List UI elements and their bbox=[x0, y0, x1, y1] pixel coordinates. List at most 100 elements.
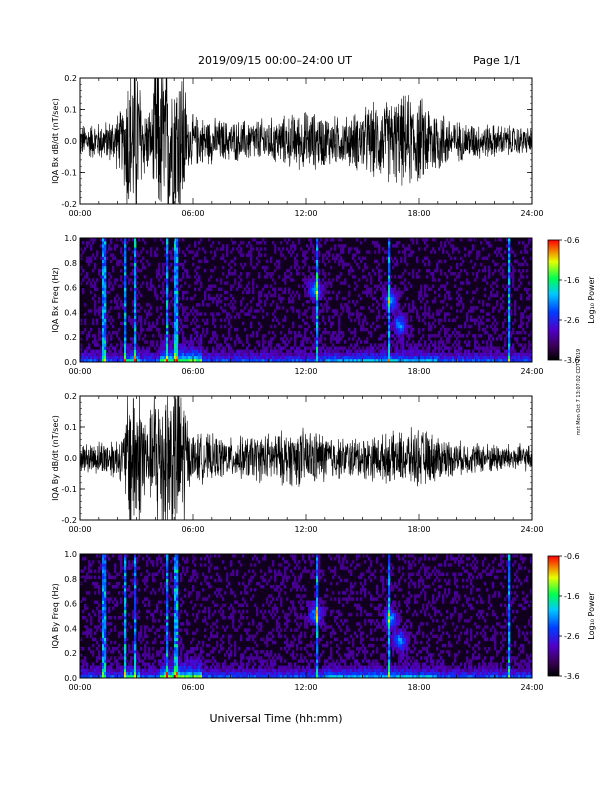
spectrogram-cell bbox=[114, 563, 117, 567]
spectrogram-cell bbox=[120, 600, 123, 604]
spectrogram-cell bbox=[458, 272, 461, 276]
spectrogram-cell bbox=[312, 256, 315, 260]
spectrogram-cell bbox=[388, 352, 391, 357]
spectrogram-cell bbox=[496, 262, 499, 267]
spectrogram-cell bbox=[364, 284, 367, 288]
spectrogram-cell bbox=[496, 337, 499, 341]
spectrogram-cell bbox=[120, 560, 123, 564]
spectrogram-cell bbox=[174, 668, 177, 673]
spectrogram-cell bbox=[358, 250, 361, 254]
spectrogram-cell bbox=[520, 352, 523, 357]
spectrogram-cell bbox=[98, 337, 101, 341]
spectrogram-cell bbox=[166, 653, 169, 657]
spectrogram-cell bbox=[88, 612, 91, 617]
spectrogram-cell bbox=[90, 575, 93, 580]
spectrogram-cell bbox=[100, 337, 103, 341]
spectrogram-cell bbox=[102, 588, 105, 592]
spectrogram-cell bbox=[102, 309, 105, 313]
spectrogram-cell bbox=[228, 269, 231, 273]
spectrogram-cell bbox=[320, 238, 323, 242]
spectrogram-cell bbox=[492, 352, 495, 357]
spectrogram-cell bbox=[106, 334, 109, 338]
spectrogram-cell bbox=[342, 346, 345, 350]
spectrogram-cell bbox=[174, 256, 177, 260]
spectrogram-cell bbox=[402, 281, 405, 285]
spectrogram-cell bbox=[250, 250, 253, 254]
spectrogram-cell bbox=[394, 349, 397, 353]
spectrogram-cell bbox=[232, 355, 235, 360]
spectrogram-cell bbox=[98, 612, 101, 617]
spectrogram-cell bbox=[252, 265, 255, 270]
spectrogram-cell bbox=[288, 352, 291, 357]
spectrogram-cell bbox=[508, 306, 511, 310]
spectrogram-cell bbox=[280, 300, 283, 304]
spectrogram-cell bbox=[86, 259, 89, 264]
spectrogram-cell bbox=[82, 609, 85, 614]
spectrogram-cell bbox=[354, 327, 357, 332]
spectrogram-cell bbox=[102, 616, 105, 620]
spectrogram-cell bbox=[146, 662, 149, 666]
spectrogram-cell bbox=[204, 259, 207, 264]
spectrogram-cell bbox=[196, 278, 199, 282]
spectrogram-cell bbox=[86, 275, 89, 279]
spectrogram-cell bbox=[338, 334, 341, 338]
spectrogram-cell bbox=[222, 352, 225, 357]
spectrogram-cell bbox=[116, 306, 119, 310]
spectrogram-cell bbox=[178, 318, 181, 322]
spectrogram-cell bbox=[94, 262, 97, 267]
spectrogram-cell bbox=[404, 318, 407, 322]
spectrogram-cell bbox=[438, 312, 441, 316]
spectrogram-cell bbox=[134, 287, 137, 291]
spectrogram-cell bbox=[400, 331, 403, 335]
spectrogram-cell bbox=[514, 352, 517, 357]
spectrogram-cell bbox=[446, 337, 449, 341]
spectrogram-cell bbox=[280, 296, 283, 301]
spectrogram-cell bbox=[172, 269, 175, 273]
spectrogram-cell bbox=[104, 637, 107, 642]
spectrogram-cell bbox=[410, 355, 413, 360]
spectrogram-cell bbox=[86, 671, 89, 676]
spectrogram-cell bbox=[94, 358, 97, 363]
spectrogram-cell bbox=[162, 640, 165, 645]
spectrogram-cell bbox=[252, 287, 255, 291]
spectrogram-cell bbox=[454, 278, 457, 282]
spectrogram-cell bbox=[308, 284, 311, 288]
spectrogram-cell bbox=[382, 287, 385, 291]
spectrogram-cell bbox=[370, 331, 373, 335]
spectrogram-cell bbox=[114, 674, 117, 679]
spectrogram-cell bbox=[446, 250, 449, 254]
spectrogram-cell bbox=[430, 250, 433, 254]
spectrogram-cell bbox=[172, 324, 175, 329]
spectrogram-cell bbox=[390, 355, 393, 360]
spectrogram-cell bbox=[98, 352, 101, 357]
spectrogram-cell bbox=[90, 665, 93, 669]
spectrogram-cell bbox=[124, 340, 127, 344]
spectrogram-cell bbox=[100, 674, 103, 679]
spectrogram-cell bbox=[508, 321, 511, 326]
spectrogram-cell bbox=[312, 296, 315, 301]
spectrogram-cell bbox=[524, 259, 527, 264]
spectrogram-cell bbox=[314, 259, 317, 264]
spectrogram-cell bbox=[388, 284, 391, 288]
spectrogram-cell bbox=[112, 674, 115, 679]
spectrogram-cell bbox=[440, 241, 443, 245]
spectrogram-cell bbox=[252, 278, 255, 282]
spectrogram-cell bbox=[148, 321, 151, 326]
spectrogram-cell bbox=[302, 272, 305, 276]
spectrogram-cell bbox=[124, 309, 127, 313]
spectrogram-cell bbox=[170, 253, 173, 257]
spectrogram-cell bbox=[478, 349, 481, 353]
spectrogram-cell bbox=[92, 674, 95, 679]
spectrogram-cell bbox=[492, 358, 495, 363]
spectrogram-cell bbox=[90, 349, 93, 353]
spectrogram-cell bbox=[440, 309, 443, 313]
x-tick-label: 18:00 bbox=[407, 525, 430, 534]
spectrogram-cell bbox=[132, 281, 135, 285]
spectrogram-cell bbox=[156, 671, 159, 676]
spectrogram-cell bbox=[114, 625, 117, 629]
spectrogram-cell bbox=[240, 284, 243, 288]
spectrogram-cell bbox=[514, 303, 517, 307]
spectrogram-cell bbox=[250, 324, 253, 329]
spectrogram-cell bbox=[124, 303, 127, 307]
spectrogram-cell bbox=[504, 340, 507, 344]
